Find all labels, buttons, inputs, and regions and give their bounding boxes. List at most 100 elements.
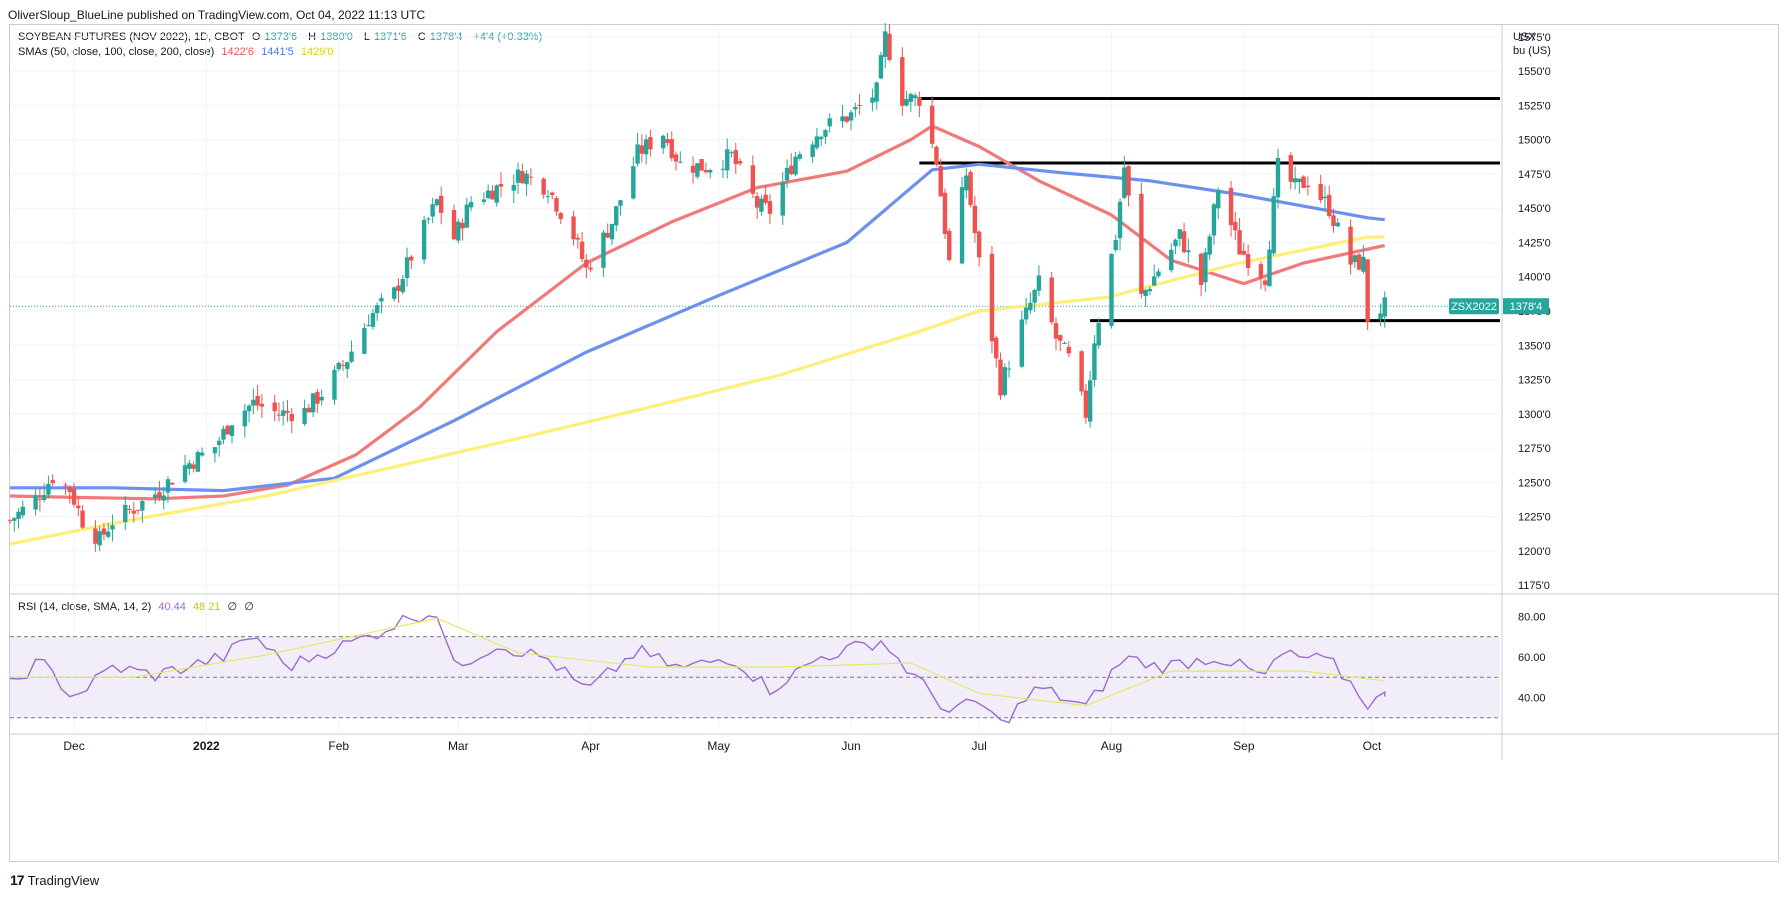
candle-up	[379, 298, 384, 302]
candle-up	[1292, 178, 1298, 183]
price-tick-label: 1525'0	[1518, 100, 1551, 112]
candle-down	[93, 528, 98, 544]
candle-up	[216, 440, 222, 446]
candle-up	[1156, 271, 1161, 277]
candle-up	[1361, 256, 1366, 272]
candle-down	[938, 166, 943, 197]
publisher-header: OliverSloup_BlueLine published on Tradin…	[8, 8, 426, 22]
candle-up	[41, 495, 47, 500]
candle-down	[7, 520, 13, 522]
candle-down	[754, 195, 760, 208]
candle-down	[131, 510, 137, 514]
candle-down	[76, 505, 81, 509]
candle-down	[767, 201, 773, 214]
price-unit-label: USX	[1513, 31, 1536, 43]
candle-down	[789, 165, 794, 175]
candle-down	[989, 253, 995, 342]
price-tag-symbol-bg	[1449, 298, 1499, 315]
candle-down	[1305, 185, 1311, 188]
candle-down	[80, 510, 85, 528]
tradingview-footer: 17 TradingView	[10, 872, 99, 888]
candle-down	[669, 139, 674, 159]
candle-down	[1262, 280, 1268, 285]
candle-up	[302, 408, 307, 424]
candle-down	[1365, 259, 1370, 322]
sma50-value: 1422'6	[221, 46, 255, 58]
candle-down	[1198, 253, 1204, 285]
rsi-tick-label: 80.00	[1518, 611, 1546, 623]
candle-up	[456, 221, 461, 241]
candle-down	[554, 198, 559, 212]
candle-up	[97, 531, 102, 546]
candle-down	[1327, 194, 1332, 217]
candle-up	[695, 163, 700, 177]
candle-up	[229, 425, 235, 436]
candle-up	[281, 410, 286, 416]
candle-up	[840, 116, 845, 122]
candle-up	[421, 219, 427, 260]
candle-up	[874, 82, 879, 102]
candle-up	[631, 166, 636, 199]
candle-down	[673, 154, 679, 162]
candle-down	[1126, 166, 1131, 196]
candle-up	[883, 31, 888, 57]
candle-down	[1139, 193, 1144, 294]
candle-up	[908, 94, 914, 102]
candle-down	[1181, 231, 1187, 253]
candle-down	[1233, 221, 1238, 231]
candle-up	[105, 531, 111, 537]
candle-up	[511, 184, 516, 191]
candle-up	[426, 218, 431, 220]
price-unit-label: bu (US)	[1513, 45, 1551, 57]
price-tick-label: 1450'0	[1518, 203, 1551, 215]
candle-down	[101, 528, 107, 535]
candle-down	[460, 222, 465, 229]
price-tick-label: 1575'0	[1518, 32, 1551, 44]
candle-down	[699, 159, 704, 171]
candle-up	[1169, 249, 1174, 271]
candle-up	[720, 168, 726, 170]
candle-up	[1297, 178, 1302, 183]
candle-up	[336, 362, 341, 370]
candle-down	[976, 231, 982, 258]
candle-down	[1237, 230, 1242, 255]
candle-up	[1028, 302, 1033, 311]
time-tick-label: Apr	[581, 739, 600, 753]
candle-up	[1032, 289, 1037, 303]
candle-up	[242, 410, 248, 427]
candle-down	[1083, 390, 1089, 418]
candle-up	[1006, 368, 1012, 370]
candle-up	[1096, 322, 1101, 346]
time-tick-label: Dec	[63, 739, 84, 753]
sma-legend[interactable]: SMAs (50, close, 100, close, 200, close)…	[18, 46, 338, 58]
candle-up	[1036, 275, 1042, 291]
price-tick-label: 1200'0	[1518, 546, 1551, 558]
candle-down	[135, 509, 141, 511]
candle-up	[199, 452, 205, 456]
candle-down	[571, 216, 576, 240]
sma200-line	[9, 235, 1385, 546]
candle-up	[814, 136, 820, 148]
candle-up	[374, 305, 380, 314]
candle-up	[319, 396, 324, 401]
candle-up	[110, 525, 115, 530]
candle-down	[67, 486, 72, 493]
candle-up	[370, 313, 376, 327]
candle-down	[750, 165, 756, 194]
candle-up	[332, 369, 337, 400]
candle-down	[703, 170, 709, 173]
candle-up	[310, 393, 316, 413]
candle-up	[1173, 239, 1178, 247]
candle-up	[524, 173, 529, 185]
candle-down	[37, 499, 43, 501]
time-tick-label: Feb	[328, 739, 349, 753]
last-price-tag[interactable]: ZSX2022 1378'4	[1449, 298, 1549, 315]
candle-down	[968, 172, 973, 205]
candle-up	[1117, 201, 1123, 239]
candle-down	[127, 508, 132, 510]
rsi-extra-2: ∅	[244, 601, 254, 613]
candle-down	[1058, 335, 1063, 341]
candle-down	[690, 165, 696, 173]
candle-down	[1245, 254, 1251, 268]
